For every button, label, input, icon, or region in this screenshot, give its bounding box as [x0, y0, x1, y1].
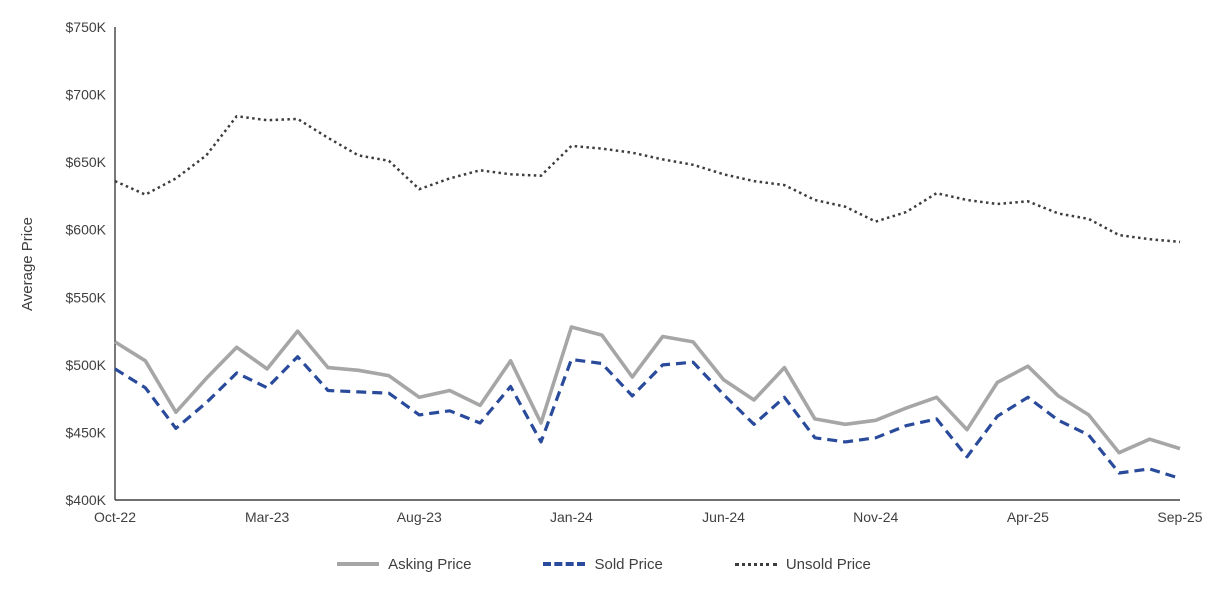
y-tick-label: $500K — [66, 357, 107, 373]
x-tick-label: Mar-23 — [245, 509, 290, 525]
legend-swatch-sold-price — [543, 562, 586, 566]
y-tick-label: $650K — [66, 154, 107, 170]
legend-swatch-unsold-price — [734, 562, 777, 566]
y-tick-label: $450K — [66, 424, 107, 440]
x-tick-label: Jun-24 — [702, 509, 745, 525]
legend-swatch-asking-price — [337, 562, 380, 566]
x-tick-label: Aug-23 — [397, 509, 442, 525]
legend-item-asking-price: Asking Price — [337, 556, 471, 573]
legend-item-sold-price: Sold Price — [543, 555, 663, 573]
x-tick-label: Jan-24 — [550, 509, 593, 525]
y-axis-title: Average Price — [19, 217, 36, 311]
legend-label-asking-price: Asking Price — [388, 555, 472, 573]
x-tick-label: Sep-25 — [1157, 509, 1202, 525]
y-tick-label: $600K — [66, 222, 107, 238]
series-line-asking-price — [114, 325, 1181, 455]
chart-legend: Asking Price Sold Price Unsold Price — [0, 535, 1208, 593]
y-tick-label: $550K — [66, 289, 107, 305]
price-chart-svg: Average Price $400K $450K $500K $550K $600K $… — [19, 19, 1203, 525]
legend-label-sold-price: Sold Price — [594, 555, 663, 573]
y-tick-label: $400K — [66, 492, 107, 508]
x-tick-label: Oct-22 — [94, 509, 136, 525]
x-tick-label: Apr-25 — [1007, 509, 1049, 525]
x-tick-label: Nov-24 — [853, 509, 898, 525]
legend-item-unsold-price: Unsold Price — [734, 555, 871, 573]
series-line-sold-price — [114, 355, 1181, 480]
y-tick-label: $750K — [66, 19, 107, 35]
legend-label-unsold-price: Unsold Price — [785, 555, 871, 573]
y-tick-label: $700K — [66, 87, 107, 103]
series-line-unsold-price — [114, 114, 1181, 244]
